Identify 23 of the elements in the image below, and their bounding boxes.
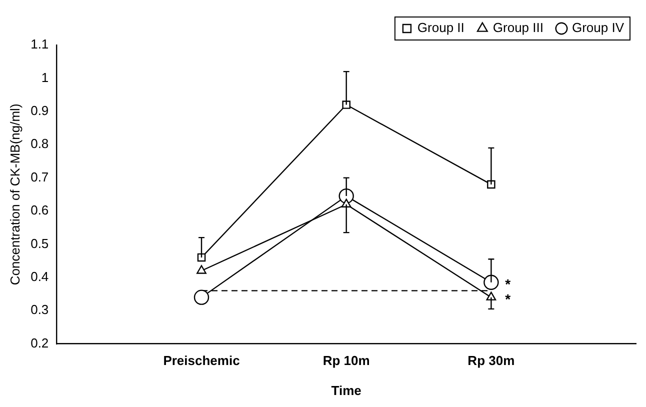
legend-label: Group IV — [572, 20, 624, 36]
point — [484, 274, 499, 290]
y-tick-label: 0.8 — [30, 136, 49, 152]
point — [194, 290, 210, 305]
y-tick-label: 0.3 — [30, 302, 49, 318]
y-tick-label: 0.2 — [30, 335, 49, 350]
point — [196, 265, 206, 274]
x-axis-title: Time — [331, 382, 362, 398]
y-tick-label: 1.1 — [30, 36, 49, 52]
legend-label: Group II — [417, 20, 464, 36]
legend-label: Group III — [492, 20, 544, 36]
y-tick-label: 1 — [41, 70, 49, 85]
annotation: * — [505, 291, 512, 308]
annotation: * — [505, 276, 512, 292]
y-tick-label: 0.6 — [30, 202, 49, 218]
y-tick-label: 0.7 — [30, 169, 49, 184]
y-axis-title: Concentration of CK-MB(ng/ml) — [7, 104, 22, 286]
y-tick-label: 0.5 — [30, 236, 49, 251]
y-tick-label: 0.9 — [30, 102, 49, 118]
x-tick-label: Rp 10m — [322, 353, 370, 368]
y-tick-label: 0.4 — [30, 268, 49, 284]
x-tick-label: Preischemic — [163, 353, 240, 368]
x-tick-label: Rp 30m — [468, 353, 515, 368]
